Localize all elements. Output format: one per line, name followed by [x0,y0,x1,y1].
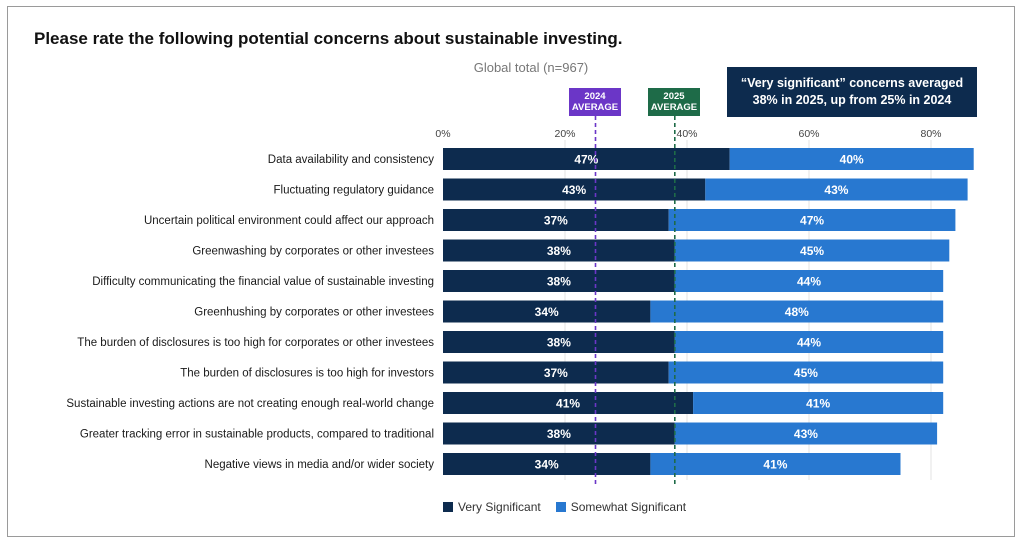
x-tick-label-40: 40% [676,128,697,140]
bar-label-somewhat-significant-6: 44% [797,336,821,350]
bar-label-somewhat-significant-4: 44% [797,275,821,289]
bar-label-somewhat-significant-3: 45% [800,244,824,258]
bar-label-very-significant-5: 34% [535,305,559,319]
bar-very-significant-8 [443,392,694,414]
legend-label-somewhat-significant: Somewhat Significant [570,500,687,514]
bar-somewhat-significant-5 [650,300,944,323]
avg-2024-word: AVERAGE [571,102,619,113]
bar-label-very-significant-3: 38% [547,244,571,258]
avg-2025-tag: 2025 AVERAGE [648,88,700,116]
callout-line-1: “Very significant” concerns averaged [740,76,964,90]
bar-label-very-significant-2: 37% [544,214,568,228]
category-label-2: Uncertain political environment could af… [144,215,434,227]
bar-somewhat-significant-4 [674,270,944,292]
bar-label-somewhat-significant-0: 40% [840,153,864,167]
callout-line-2: 38% in 2025, up from 25% in 2024 [752,93,952,107]
category-label-6: The burden of disclosures is too high fo… [77,337,434,349]
chart-subtitle: Global total (n=967) [473,60,589,75]
legend-item-somewhat-significant: Somewhat Significant [555,500,687,514]
bar-very-significant-7 [443,361,669,384]
bar-somewhat-significant-1 [705,178,968,201]
bar-label-somewhat-significant-7: 45% [794,366,818,380]
bar-very-significant-10 [443,453,651,475]
bar-label-somewhat-significant-2: 47% [800,214,824,228]
bar-label-somewhat-significant-9: 43% [794,427,818,441]
bar-very-significant-3 [443,239,675,262]
bar-label-very-significant-7: 37% [544,366,568,380]
legend-label-very-significant: Very Significant [458,500,541,514]
legend-item-very-significant: Very Significant [443,500,541,514]
x-tick-label-0: 0% [435,128,450,140]
bar-very-significant-4 [443,270,675,292]
category-label-10: Negative views in media and/or wider soc… [205,459,435,471]
avg-2025-year: 2025 [663,91,685,102]
avg-2024-year: 2024 [584,91,606,102]
legend-swatch-somewhat-significant [555,502,566,512]
chart-title: Please rate the following potential conc… [34,29,623,48]
bar-somewhat-significant-9 [674,422,938,445]
category-label-1: Fluctuating regulatory guidance [274,185,434,197]
bar-somewhat-significant-8 [693,392,944,414]
x-tick-label-20: 20% [554,128,575,140]
bar-label-somewhat-significant-5: 48% [785,305,809,319]
bar-somewhat-significant-0 [729,148,974,170]
bar-very-significant-6 [443,331,675,353]
bar-label-very-significant-1: 43% [562,183,586,197]
bar-label-very-significant-9: 38% [547,427,571,441]
bar-very-significant-2 [443,209,669,231]
x-tick-label-60: 60% [798,128,819,140]
bar-label-very-significant-10: 34% [535,458,559,472]
bar-very-significant-5 [443,300,651,323]
category-label-3: Greenwashing by corporates or other inve… [192,246,434,258]
bar-very-significant-1 [443,178,706,201]
category-label-5: Greenhushing by corporates or other inve… [194,307,434,319]
bar-label-very-significant-8: 41% [556,397,580,411]
bar-label-very-significant-4: 38% [547,275,571,289]
legend: Very Significant Somewhat Significant [443,500,701,514]
bar-somewhat-significant-7 [668,361,944,384]
bar-very-significant-0 [443,148,730,170]
bar-label-somewhat-significant-1: 43% [824,183,848,197]
bar-somewhat-significant-2 [668,209,956,231]
avg-2024-tag: 2024 AVERAGE [569,88,621,116]
x-tick-label-80: 80% [920,128,941,140]
category-label-4: Difficulty communicating the financial v… [92,276,434,288]
bar-somewhat-significant-10 [650,453,901,475]
bar-somewhat-significant-3 [674,239,950,262]
category-label-9: Greater tracking error in sustainable pr… [80,429,434,441]
category-label-8: Sustainable investing actions are not cr… [66,398,434,410]
category-label-7: The burden of disclosures is too high fo… [180,368,434,380]
bar-somewhat-significant-6 [674,331,944,353]
category-label-0: Data availability and consistency [268,154,434,166]
callout-box: “Very significant” concerns averaged 38%… [727,67,977,117]
bar-label-very-significant-0: 47% [574,153,598,167]
bar-label-somewhat-significant-10: 41% [763,458,787,472]
bar-label-somewhat-significant-8: 41% [806,397,830,411]
bar-very-significant-9 [443,422,675,445]
bar-label-very-significant-6: 38% [547,336,571,350]
legend-swatch-very-significant [443,502,453,512]
avg-2025-word: AVERAGE [650,102,698,113]
